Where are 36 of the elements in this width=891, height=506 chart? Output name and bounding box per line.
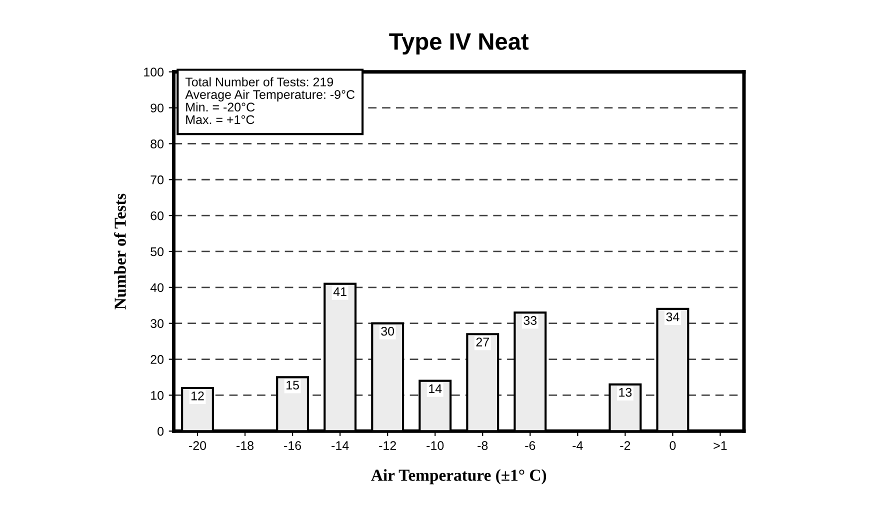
data-label: 34 [666,312,680,322]
x-tick-label: -12 [379,441,396,450]
y-tick-label: 10 [151,390,164,400]
y-tick-label: 80 [150,140,164,148]
data-label: 12 [192,391,204,400]
x-tick-label: -4 [572,441,583,450]
data-label: 14 [429,384,442,394]
x-tick-label: -10 [426,441,444,450]
y-tick-label: 50 [150,247,164,256]
y-tick-label: 20 [150,355,164,364]
y-tick-label: 90 [150,104,164,112]
data-label: 13 [619,388,632,397]
y-tick-label: 40 [150,283,164,292]
y-tick-label: 0 [158,426,164,436]
x-tick-label: -8 [478,441,488,450]
data-label: 41 [333,287,346,296]
data-label: 27 [476,338,489,346]
data-label: 30 [381,326,394,336]
x-tick-label: -16 [284,441,302,450]
x-axis-title: Air Temperature (±1° C) [371,469,546,484]
annotation: Total Number of Tests: 219 Average Air Temperature: -9°C Min. = -20°C Max. = +1°C [185,77,355,124]
x-tick-label: -14 [332,441,349,450]
x-tick-label: -2 [620,441,630,450]
data-label: 15 [286,380,299,390]
x-tick-label: -20 [189,441,206,450]
x-tick-label: -6 [525,441,536,450]
x-tick-label: -18 [236,441,254,450]
y-tick-label: 60 [150,211,164,220]
y-tick-label: 100 [144,68,164,77]
y-axis-title: Number of Tests [114,194,126,310]
x-tick-label: 0 [670,441,676,450]
chart-title: Type IV Neat [389,33,529,55]
x-tick-label: >1 [714,441,727,450]
y-tick-label: 30 [150,319,164,328]
data-label: 33 [524,316,537,325]
y-tick-label: 70 [150,175,164,184]
